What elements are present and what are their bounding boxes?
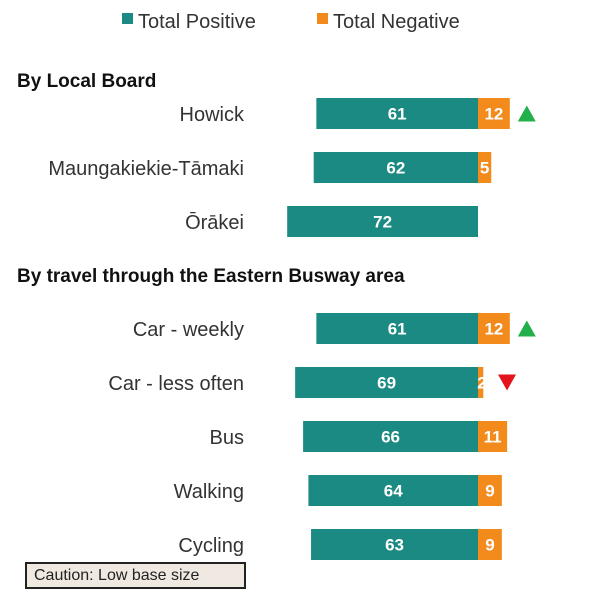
legend-swatch-negative <box>317 13 328 24</box>
value-label-negative: 12 <box>484 320 503 339</box>
bar-negative <box>478 367 484 398</box>
category-label: Maungakiekie-Tāmaki <box>48 158 244 180</box>
bar-negative <box>478 98 510 129</box>
bar-positive <box>313 152 478 183</box>
legend-swatch-positive <box>122 13 133 24</box>
category-label: Car - less often <box>108 373 244 395</box>
value-label-positive: 63 <box>385 536 404 555</box>
value-label-negative: 12 <box>484 105 503 124</box>
bar-negative <box>478 152 492 183</box>
trend-up-icon <box>517 105 536 122</box>
value-label-negative: 9 <box>485 482 494 501</box>
legend: Total Positive Total Negative <box>122 11 460 33</box>
legend-label-negative: Total Negative <box>333 11 460 33</box>
bar-negative <box>478 313 510 344</box>
bar-positive <box>316 98 478 129</box>
bar-positive <box>311 529 478 560</box>
value-label-positive: 72 <box>373 213 392 232</box>
bar-positive <box>316 313 478 344</box>
bar-negative <box>478 421 508 452</box>
legend-label-positive: Total Positive <box>138 11 256 33</box>
section-title-local-board: By Local Board <box>17 71 156 92</box>
category-label: Ōrākei <box>185 211 244 234</box>
trend-down-icon <box>498 374 516 391</box>
value-label-positive: 64 <box>384 482 403 501</box>
value-label-positive: 62 <box>386 159 405 178</box>
category-label: Car - weekly <box>133 319 244 341</box>
bar-positive <box>287 206 478 237</box>
trend-up-icon <box>517 320 536 337</box>
value-label-positive: 61 <box>388 320 407 339</box>
value-label-negative: 11 <box>484 428 502 447</box>
bar-positive <box>303 421 478 452</box>
bar-positive <box>295 367 478 398</box>
value-label-positive: 66 <box>381 428 400 447</box>
caution-note: Caution: Low base size <box>25 562 246 589</box>
bars-layer: 61 12 62 5 72 61 12 69 2 66 11 64 9 63 9 <box>287 98 536 560</box>
section-title-travel: By travel through the Eastern Busway are… <box>17 266 405 287</box>
value-label-negative: 9 <box>485 536 494 555</box>
category-label: Cycling <box>178 535 244 557</box>
bar-positive <box>308 475 478 506</box>
bar-negative <box>478 529 502 560</box>
value-label-negative: 2 <box>477 374 486 393</box>
category-label: Howick <box>180 104 245 126</box>
category-label: Walking <box>174 481 244 503</box>
category-label: Bus <box>210 427 244 449</box>
bar-negative <box>478 475 502 506</box>
value-label-positive: 61 <box>388 105 407 124</box>
value-label-positive: 69 <box>377 374 396 393</box>
value-label-negative: 5 <box>480 159 489 178</box>
